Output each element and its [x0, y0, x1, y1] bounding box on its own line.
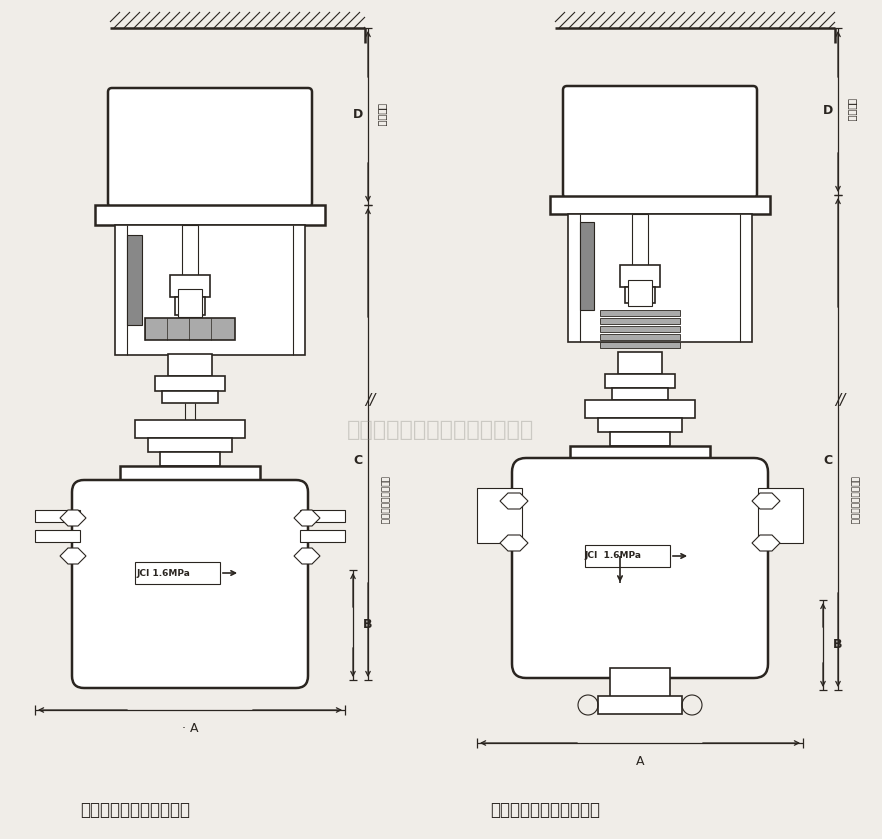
Bar [168, 354, 212, 376]
Text: · A: · A [182, 722, 198, 735]
Bar [600, 318, 680, 324]
Bar [628, 280, 652, 306]
Bar [632, 214, 648, 276]
Bar [758, 488, 803, 543]
Bar [620, 265, 660, 287]
Bar [162, 391, 218, 403]
Bar [598, 696, 682, 714]
Bar [160, 452, 220, 466]
Bar [568, 214, 752, 342]
Text: //: // [365, 393, 375, 408]
Bar [35, 510, 80, 522]
Text: 图一、二通阀外形尺寸图: 图一、二通阀外形尺寸图 [80, 801, 190, 819]
Bar [155, 376, 225, 391]
Bar [115, 225, 305, 355]
Text: JCI 1.6MPa: JCI 1.6MPa [136, 569, 190, 577]
Bar [148, 438, 232, 452]
Text: D: D [823, 103, 833, 117]
Bar [605, 374, 675, 388]
Bar [598, 418, 682, 432]
Polygon shape [752, 493, 780, 509]
Bar [35, 530, 80, 542]
Bar [585, 545, 670, 567]
Polygon shape [752, 535, 780, 551]
Text: //: // [835, 393, 845, 408]
Bar [580, 222, 594, 310]
FancyBboxPatch shape [108, 88, 312, 207]
FancyBboxPatch shape [72, 480, 308, 688]
Text: JCI  1.6MPa: JCI 1.6MPa [585, 551, 641, 560]
Bar [175, 297, 205, 315]
Bar [300, 530, 345, 542]
Bar [170, 275, 210, 297]
Text: 预留尺寸: 预留尺寸 [377, 103, 387, 127]
Bar [600, 342, 680, 348]
Bar [135, 420, 245, 438]
Text: 预留尺寸: 预留尺寸 [847, 98, 857, 122]
Text: 上海通达机电工程股份有限公司: 上海通达机电工程股份有限公司 [348, 420, 534, 440]
Bar [145, 318, 235, 340]
Bar [550, 196, 770, 214]
Polygon shape [500, 535, 528, 551]
Bar [600, 326, 680, 332]
Bar [570, 446, 710, 468]
Bar [585, 400, 695, 418]
Text: 阀与驱动器安装尺寸: 阀与驱动器安装尺寸 [849, 476, 858, 524]
Text: C: C [824, 454, 833, 466]
Bar [95, 205, 325, 225]
Polygon shape [294, 510, 320, 526]
Bar [618, 352, 662, 374]
Text: D: D [353, 108, 363, 122]
Polygon shape [500, 493, 528, 509]
Polygon shape [60, 510, 86, 526]
Text: 阀与驱动器安装尺寸: 阀与驱动器安装尺寸 [379, 476, 388, 524]
Bar [182, 225, 198, 285]
Bar [612, 388, 668, 400]
Polygon shape [294, 548, 320, 564]
Text: B: B [363, 618, 372, 632]
Bar [127, 235, 142, 325]
Bar [477, 488, 522, 543]
Bar [625, 287, 655, 303]
Bar [135, 562, 220, 584]
Text: 图二、三通阀外形尺寸图: 图二、三通阀外形尺寸图 [490, 801, 600, 819]
Bar [178, 289, 202, 317]
Bar [600, 310, 680, 316]
Bar [120, 466, 260, 488]
Text: B: B [833, 638, 842, 652]
Polygon shape [60, 548, 86, 564]
Bar [610, 668, 670, 703]
Bar [600, 334, 680, 340]
FancyBboxPatch shape [563, 86, 757, 198]
FancyBboxPatch shape [512, 458, 768, 678]
Text: A: A [636, 755, 644, 768]
Text: C: C [354, 454, 363, 466]
Bar [610, 432, 670, 446]
Bar [300, 510, 345, 522]
